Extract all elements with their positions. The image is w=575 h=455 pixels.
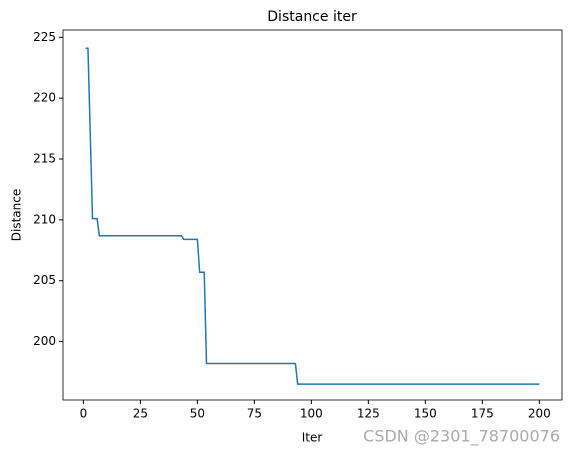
y-tick-label: 225: [33, 30, 56, 44]
y-axis-label: Distance: [10, 189, 24, 241]
x-tick-label: 25: [133, 407, 148, 421]
y-tick-label: 210: [33, 212, 56, 226]
data-line: [85, 47, 540, 385]
x-tick-label: 200: [528, 407, 551, 421]
y-tick-label: 215: [33, 152, 56, 166]
x-tick-label: 175: [471, 407, 494, 421]
chart-title: Distance iter: [267, 9, 357, 25]
plot-frame: [62, 29, 563, 401]
x-tick-label: 125: [357, 407, 380, 421]
x-axis-label: Iter: [302, 431, 323, 445]
x-tick-label: 100: [300, 407, 323, 421]
watermark: CSDN @2301_78700076: [363, 427, 560, 447]
x-tick-label: 75: [247, 407, 262, 421]
x-tick-label: 50: [190, 407, 205, 421]
y-tick-label: 220: [33, 91, 56, 105]
y-tick-label: 200: [33, 334, 56, 348]
x-tick-label: 150: [414, 407, 437, 421]
y-tick-label: 205: [33, 273, 56, 287]
x-tick-label: 0: [80, 407, 88, 421]
